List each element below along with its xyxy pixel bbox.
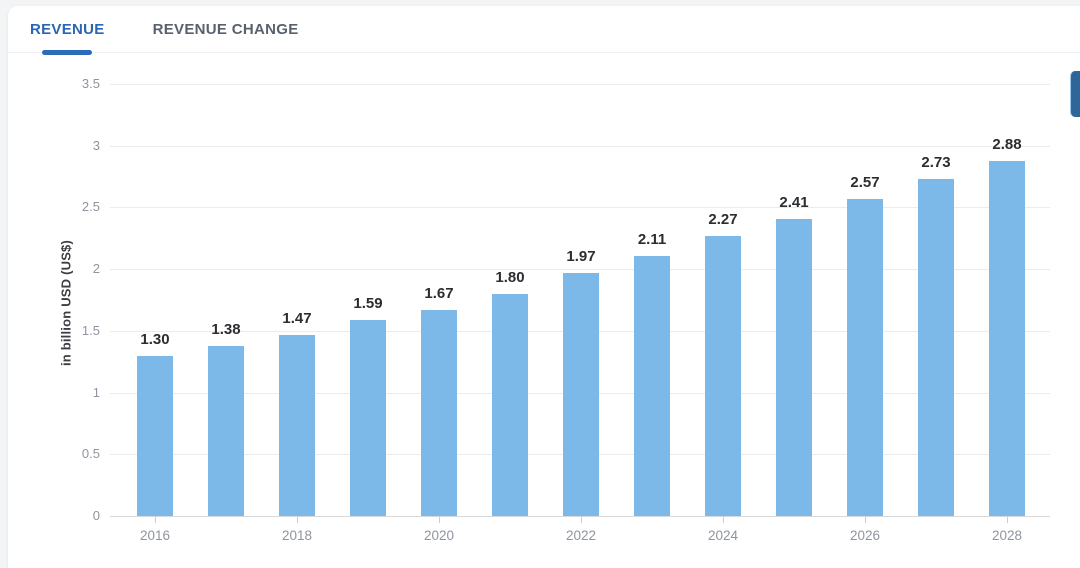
x-axis-tick [723, 517, 724, 523]
bar-value-label: 2.11 [637, 230, 667, 248]
x-axis-tick [1007, 517, 1008, 523]
gridline [110, 145, 1050, 147]
x-axis-line [110, 516, 1050, 517]
y-axis-tick-label: 0 [92, 508, 100, 523]
y-axis-label: in billion USD (US$) [58, 239, 74, 367]
y-axis-tick-label: 3.5 [81, 76, 100, 91]
gridline [110, 269, 1050, 271]
bar[interactable] [208, 345, 244, 516]
bar[interactable] [350, 319, 386, 516]
x-axis-tick [155, 517, 156, 523]
x-axis-tick [581, 517, 582, 523]
y-axis-tick-label: 1.5 [81, 322, 100, 338]
chart-card: REVENUE REVENUE CHANGE 0 0.5 1 1.5 2 2.5 3 3.5 i… [8, 6, 1080, 568]
bar-value-label: 1.97 [566, 247, 596, 265]
bar-value-label: 1.30 [140, 330, 170, 348]
chart: 0 0.5 1 1.5 2 2.5 3 3.5 in billion USD (US$) 1.30… [8, 53, 1080, 568]
bar[interactable] [279, 334, 315, 516]
gridline [110, 207, 1050, 209]
tab-revenue[interactable]: REVENUE [30, 6, 105, 55]
tab-revenue-change-label: REVENUE CHANGE [152, 20, 299, 38]
tab-bar: REVENUE REVENUE CHANGE [8, 6, 1080, 55]
bar[interactable] [634, 255, 670, 516]
tab-revenue-label: REVENUE [30, 20, 105, 38]
x-axis-tick [865, 517, 866, 523]
x-axis-tick-label: 2026 [849, 528, 881, 543]
bar[interactable] [492, 293, 528, 516]
bar-value-label: 1.47 [282, 309, 312, 327]
bar-value-label: 2.27 [708, 210, 738, 228]
bar-value-label: 2.73 [921, 154, 951, 172]
x-axis-tick-label: 2024 [707, 528, 739, 543]
scrollbar-thumb[interactable] [1070, 71, 1080, 117]
bar-value-label: 2.88 [992, 135, 1022, 153]
x-axis-tick [297, 517, 298, 523]
x-axis-tick-label: 2028 [991, 528, 1023, 543]
x-axis-tick-label: 2018 [281, 528, 313, 543]
bar[interactable] [563, 272, 599, 516]
bar-value-label: 1.38 [211, 320, 241, 338]
bar-value-label: 1.80 [495, 268, 525, 286]
y-axis-tick-label: 2.5 [81, 199, 100, 215]
bar[interactable] [705, 235, 741, 516]
bar-value-label: 2.57 [850, 173, 880, 191]
x-axis-tick-label: 2022 [565, 528, 597, 543]
x-axis-tick [439, 517, 440, 523]
bar[interactable] [989, 160, 1025, 516]
x-axis-tick-label: 2016 [139, 528, 171, 543]
y-axis-tick-label: 2 [92, 261, 100, 277]
tab-revenue-change[interactable]: REVENUE CHANGE [153, 6, 299, 52]
y-axis-tick-label: 0.5 [81, 446, 100, 462]
y-axis-tick-label: 1 [92, 384, 100, 400]
x-axis-tick-label: 2020 [423, 528, 455, 543]
bar[interactable] [918, 179, 954, 516]
active-tab-underline [42, 50, 93, 55]
bar[interactable] [776, 218, 812, 516]
gridline [110, 84, 1050, 85]
bar-value-label: 1.67 [424, 284, 454, 302]
bar[interactable] [137, 355, 173, 516]
bar[interactable] [847, 198, 883, 516]
bar-value-label: 2.41 [779, 193, 809, 211]
bar[interactable] [421, 309, 457, 516]
y-axis-tick-label: 3 [92, 137, 100, 153]
bar-value-label: 1.59 [353, 294, 383, 312]
